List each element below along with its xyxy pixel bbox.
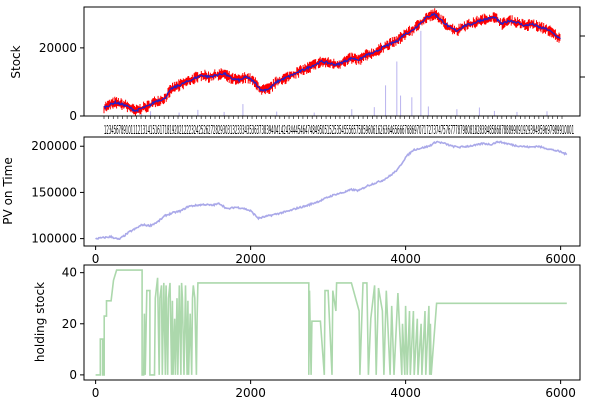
pv-panel: 0 2000 4000 6000 100000 150000 200000 PV on T…	[1, 136, 581, 266]
stock-close-series	[103, 12, 561, 113]
stock-panel: 0 20000 Stock 123456789101112131415161718…	[9, 6, 585, 137]
stock-plot-frame	[83, 6, 581, 117]
pv-series	[95, 140, 568, 240]
y-tick-label: 40	[62, 266, 77, 280]
x-tick-label: 0	[92, 386, 100, 400]
x-tick-label: 6000	[545, 252, 576, 266]
y-tick-label: 20000	[39, 41, 77, 55]
holding-plot-frame	[83, 264, 581, 381]
holding-panel: 0 2000 4000 6000 0 20 40 holding stock	[33, 264, 581, 400]
stock-x-tick-labels: 1234567891011121314151617181920212223242…	[103, 116, 574, 137]
x-tick-label: 2000	[235, 252, 266, 266]
stock-plot-area	[103, 8, 561, 116]
pv-plot-area	[95, 140, 568, 240]
stock-y-label: Stock	[9, 45, 23, 78]
x-tick-label: 0	[92, 252, 100, 266]
pv-x-ticks: 0 2000 4000 6000	[92, 246, 576, 266]
pv-y-label: PV on Time	[1, 157, 15, 224]
stock-x-tick-label-run: 1234567891011121314151617181920212223242…	[104, 123, 574, 137]
y-tick-label: 200000	[31, 139, 77, 153]
stock-high-low-series	[103, 8, 561, 116]
holding-y-ticks: 0 20 40	[62, 266, 84, 382]
y-tick-label: 100000	[31, 232, 77, 246]
volume-right-axis	[580, 35, 585, 78]
y-tick-label: 150000	[31, 185, 77, 199]
holding-series	[95, 269, 567, 376]
y-tick-label: 0	[69, 109, 77, 123]
holding-x-ticks: 0 2000 4000 6000	[92, 380, 576, 400]
holding-plot-area	[95, 269, 567, 376]
y-tick-label: 20	[62, 317, 77, 331]
y-tick-label: 0	[69, 368, 77, 382]
x-tick-label: 4000	[390, 252, 421, 266]
pv-plot-frame	[83, 136, 581, 247]
x-tick-label: 4000	[390, 386, 421, 400]
x-tick-label: 2000	[235, 386, 266, 400]
holding-y-label: holding stock	[33, 282, 47, 362]
stock-y-ticks: 0 20000	[39, 41, 84, 123]
volume-bars	[141, 30, 548, 116]
x-tick-label: 6000	[545, 386, 576, 400]
pv-y-ticks: 100000 150000 200000	[31, 139, 84, 246]
